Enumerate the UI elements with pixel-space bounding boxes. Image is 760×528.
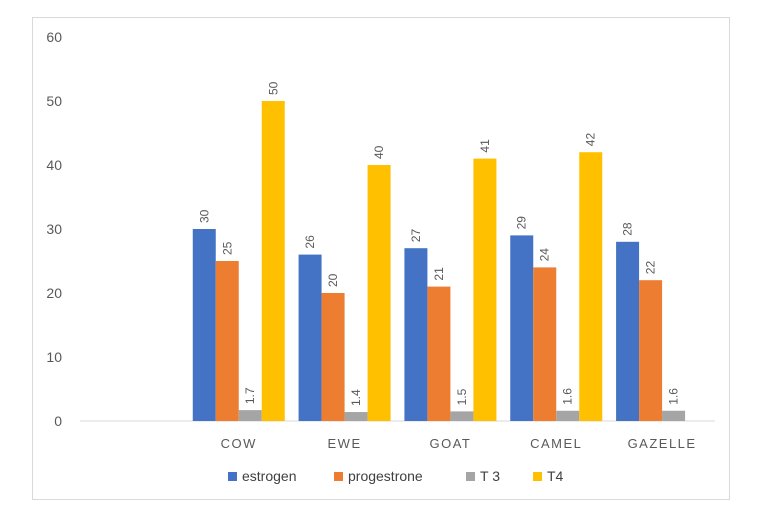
y-tick-label-0: 0 [54,413,62,429]
legend-swatch-0 [228,472,237,481]
y-tick-label-4: 40 [46,157,62,173]
x-tick-label-5: GAZELLE [628,436,697,451]
bar-0-4 [510,235,534,421]
x-tick-label-3: GOAT [429,436,471,451]
bar-2-4 [556,410,580,421]
data-label-3-3: 41 [478,139,492,153]
data-label-1-2: 20 [326,273,340,287]
bar-2-3 [450,411,474,421]
data-label-1-1: 25 [220,241,234,255]
bar-3-1 [261,101,285,421]
bar-3-2 [367,165,391,421]
y-tick-label-5: 50 [46,93,62,109]
data-label-1-3: 21 [432,267,446,281]
bar-1-1 [215,261,239,421]
legend-label-2: T 3 [480,468,500,484]
bar-0-3 [404,248,428,421]
legend: estrogen progestrone T 3 T4 [228,468,564,484]
y-axis: 0 10 20 30 40 50 60 [46,29,62,429]
data-label-0-3: 27 [409,229,423,243]
data-label-0-1: 30 [197,209,211,223]
data-label-3-1: 50 [266,81,280,95]
data-label-0-4: 29 [515,216,529,230]
bar-0-1 [192,229,216,421]
bar-1-5 [639,280,663,421]
legend-swatch-3 [533,472,542,481]
data-label-3-2: 40 [372,145,386,159]
legend-label-3: T4 [547,468,564,484]
bar-2-1 [238,410,262,421]
data-label-3-4: 42 [584,133,598,147]
legend-swatch-1 [334,472,343,481]
data-label-2-2: 1.4 [349,389,363,406]
bar-3-3 [473,158,497,421]
data-label-2-3: 1.5 [455,388,469,405]
data-label-0-5: 28 [621,222,635,236]
x-tick-label-2: EWE [328,436,362,451]
y-tick-label-1: 10 [46,349,62,365]
bar-2-2 [344,412,368,421]
x-tick-label-4: CAMEL [530,436,582,451]
data-label-2-4: 1.6 [561,388,575,405]
bar-1-4 [533,267,557,421]
data-label-2-5: 1.6 [667,388,681,405]
bar-1-3 [427,286,451,421]
bars [192,101,686,421]
legend-label-1: progestrone [348,468,423,484]
bar-1-2 [321,293,345,421]
bar-2-5 [662,410,686,421]
legend-swatch-2 [466,472,475,481]
data-labels: 30 25 1.7 50 26 20 1.4 40 27 21 1.5 41 29 24 1.6 42 28 22… [197,81,680,406]
bar-0-5 [616,241,640,421]
data-label-0-2: 26 [303,235,317,249]
data-label-1-4: 24 [538,248,552,262]
data-label-1-5: 22 [644,261,658,275]
x-tick-label-1: COW [221,436,257,451]
data-label-2-1: 1.7 [243,387,257,404]
legend-label-0: estrogen [242,468,296,484]
bar-3-4 [579,152,603,421]
bar-0-2 [298,254,322,421]
y-tick-label-3: 30 [46,221,62,237]
y-tick-label-2: 20 [46,285,62,301]
x-axis: COW EWE GOAT CAMEL GAZELLE [80,420,715,451]
y-tick-label-6: 60 [46,29,62,45]
